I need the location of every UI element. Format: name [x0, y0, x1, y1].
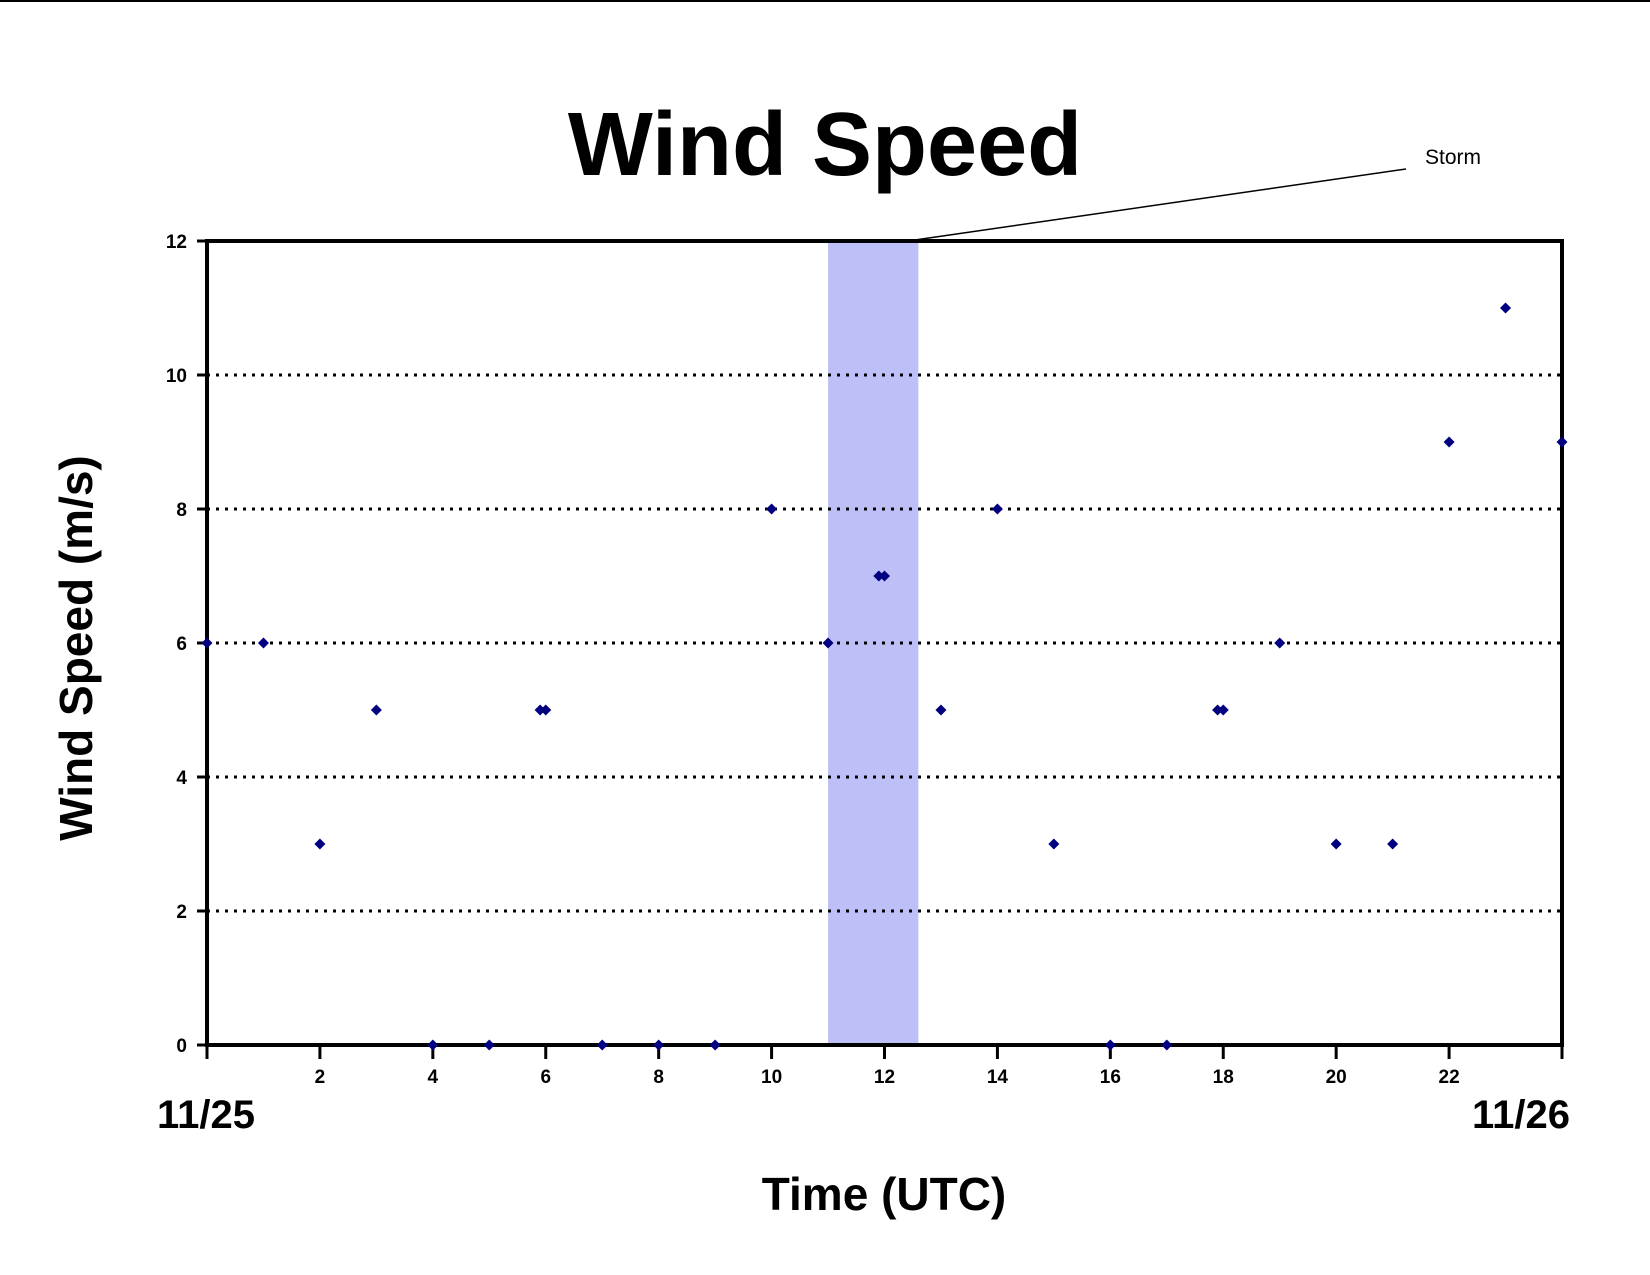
- data-point: [1556, 436, 1568, 448]
- data-point: [1330, 838, 1342, 850]
- gridlines: [207, 373, 1562, 913]
- y-tick-label: 6: [176, 634, 187, 655]
- data-point: [1048, 838, 1060, 850]
- data-point: [1161, 1039, 1173, 1051]
- storm-annotation-label: Storm: [1425, 146, 1481, 169]
- x-tick-label: 18: [1213, 1067, 1234, 1088]
- data-point: [427, 1039, 439, 1051]
- chart-title: Wind Speed: [568, 95, 1082, 195]
- data-point: [314, 838, 326, 850]
- y-axis: 0 2 4 6 8 10 12: [166, 232, 207, 1057]
- y-tick-label: 0: [176, 1036, 187, 1057]
- data-point: [766, 503, 778, 515]
- date-label-start: 11/25: [157, 1093, 255, 1137]
- data-point: [822, 637, 834, 649]
- x-tick-label: 20: [1326, 1067, 1347, 1088]
- data-point: [1387, 838, 1399, 850]
- data-point: [596, 1039, 608, 1051]
- data-point: [1274, 637, 1286, 649]
- y-tick-label: 2: [176, 902, 187, 923]
- data-point: [991, 503, 1003, 515]
- top-border-line: [0, 0, 1650, 2]
- x-axis: 2 4 6 8 10 12 14 16 18 20 22: [205, 1045, 1564, 1088]
- y-tick-label: 12: [166, 232, 187, 253]
- data-point: [370, 704, 382, 716]
- data-point: [1500, 302, 1512, 314]
- data-point: [201, 637, 213, 649]
- y-tick-label: 4: [176, 768, 187, 789]
- x-tick-label: 22: [1439, 1067, 1460, 1088]
- data-point: [1217, 704, 1229, 716]
- x-tick-label: 12: [874, 1067, 895, 1088]
- data-point: [1104, 1039, 1116, 1051]
- data-point: [879, 570, 890, 582]
- y-tick-label: 8: [176, 500, 187, 521]
- data-point: [653, 1039, 665, 1051]
- data-point: [540, 704, 552, 716]
- storm-callout-line: [907, 168, 1407, 242]
- data-points: [201, 302, 1568, 1051]
- data-point: [935, 704, 947, 716]
- data-point: [709, 1039, 721, 1051]
- data-point: [257, 637, 269, 649]
- x-tick-label: 16: [1100, 1067, 1121, 1088]
- data-point: [483, 1039, 495, 1051]
- data-point: [1443, 436, 1455, 448]
- x-tick-label: 2: [315, 1067, 326, 1088]
- x-tick-label: 14: [987, 1067, 1009, 1088]
- x-tick-label: 8: [653, 1067, 664, 1088]
- y-tick-label: 10: [166, 366, 187, 387]
- x-axis-title: Time (UTC): [762, 1168, 1007, 1220]
- data-point: [1212, 704, 1224, 716]
- x-tick-label: 10: [761, 1067, 782, 1088]
- data-point: [873, 570, 885, 582]
- x-tick-label: 4: [428, 1067, 439, 1088]
- data-point: [534, 704, 546, 716]
- x-tick-label: 6: [540, 1067, 551, 1088]
- y-axis-title: Wind Speed (m/s): [50, 455, 102, 841]
- date-label-end: 11/26: [1472, 1093, 1570, 1137]
